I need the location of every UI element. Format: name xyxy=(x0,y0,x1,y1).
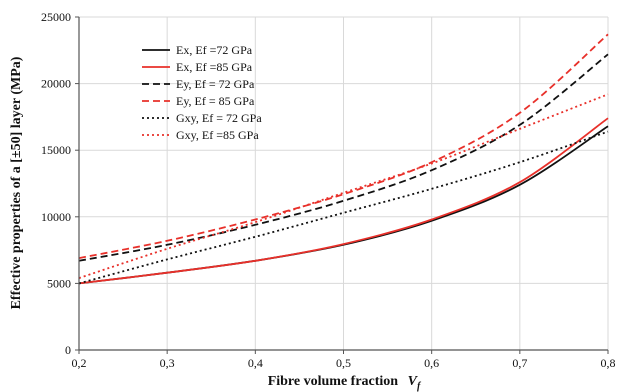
y-tick-label: 15000 xyxy=(41,143,71,157)
x-axis-title-text: Fibre volume fraction xyxy=(268,374,399,389)
series-line-3 xyxy=(78,53,609,262)
x-tick-label: 0,2 xyxy=(72,356,87,370)
legend-label: Ey, Ef = 72 GPa xyxy=(176,77,255,91)
legend-label: Gxy, Ef = 72 GPa xyxy=(176,111,262,125)
legend: Ex, Ef =72 GPa Ex, Ef =85 GPa Ey, Ef = 72 … xyxy=(142,43,262,142)
x-tick-label: 0,4 xyxy=(248,356,263,370)
series-line-4 xyxy=(78,33,609,259)
y-tick-label: 20000 xyxy=(41,77,71,91)
x-tick-label: 0,8 xyxy=(601,356,616,370)
legend-label: Ex, Ef =72 GPa xyxy=(176,43,253,57)
x-axis-title: Fibre volume fraction Vf xyxy=(268,374,422,392)
y-axis-title: Effective properties of a [±50] layer (M… xyxy=(9,56,24,309)
y-tick-label: 0 xyxy=(65,343,71,357)
y-tick-label: 25000 xyxy=(41,10,71,24)
legend-label: Ex, Ef =85 GPa xyxy=(176,60,253,74)
legend-label: Gxy, Ef =85 GPa xyxy=(176,128,259,142)
x-axis-title-symbol: V xyxy=(408,374,419,389)
x-tick-labels: 0,2 0,3 0,4 0,5 0,6 0,7 0,8 xyxy=(72,356,616,370)
series-lines xyxy=(78,33,609,285)
legend-label: Ey, Ef = 85 GPa xyxy=(176,94,255,108)
series-line-5 xyxy=(78,130,609,285)
series-line-6 xyxy=(78,93,609,279)
x-tick-label: 0,5 xyxy=(336,356,351,370)
y-tick-label: 5000 xyxy=(47,276,71,290)
y-tick-label: 10000 xyxy=(41,210,71,224)
x-tick-label: 0,3 xyxy=(160,356,175,370)
x-tick-label: 0,6 xyxy=(424,356,439,370)
x-tick-label: 0,7 xyxy=(512,356,527,370)
series-line-2 xyxy=(78,117,609,285)
axes xyxy=(75,16,609,354)
y-tick-labels: 0 5000 10000 15000 20000 25000 xyxy=(41,10,71,357)
x-axis-title-subscript: f xyxy=(417,381,422,392)
